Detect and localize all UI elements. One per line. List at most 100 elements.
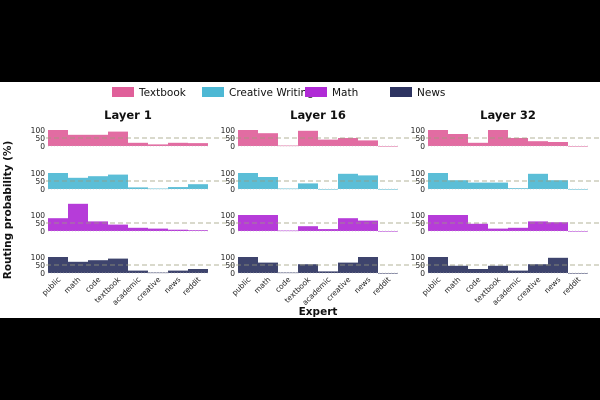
y-tick-label: 50 bbox=[225, 134, 235, 143]
bar bbox=[128, 227, 148, 231]
bar bbox=[108, 131, 128, 146]
bar bbox=[188, 143, 208, 146]
y-axis-label: Routing probability (%) bbox=[2, 141, 14, 280]
bar bbox=[88, 176, 108, 189]
bar bbox=[258, 133, 278, 146]
bar bbox=[258, 177, 278, 189]
bar bbox=[318, 229, 338, 231]
y-tick-label: 0 bbox=[230, 269, 235, 278]
y-tick-label: 50 bbox=[415, 134, 425, 143]
legend-label: Creative Writing bbox=[229, 87, 314, 99]
bar bbox=[528, 221, 548, 231]
bar bbox=[188, 269, 208, 273]
y-tick-label: 100 bbox=[221, 253, 236, 262]
y-tick-label: 0 bbox=[230, 227, 235, 236]
x-tick-label: news bbox=[162, 275, 182, 295]
bar bbox=[448, 265, 468, 273]
bar bbox=[548, 142, 568, 146]
bar bbox=[88, 134, 108, 146]
panel-title: Layer 32 bbox=[480, 108, 536, 122]
y-tick-label: 50 bbox=[225, 261, 235, 270]
y-tick-label: 100 bbox=[221, 126, 236, 135]
bar bbox=[168, 142, 188, 146]
y-tick-label: 50 bbox=[415, 261, 425, 270]
bar bbox=[278, 272, 298, 274]
y-tick-label: 50 bbox=[35, 219, 45, 228]
bar bbox=[468, 142, 488, 146]
bar bbox=[318, 139, 338, 146]
legend-label: News bbox=[417, 87, 445, 99]
y-tick-label: 50 bbox=[35, 261, 45, 270]
y-tick-label: 0 bbox=[40, 142, 45, 151]
bar bbox=[128, 270, 148, 273]
x-tick-label: news bbox=[352, 275, 372, 295]
panel-title: Layer 1 bbox=[104, 108, 152, 122]
bar bbox=[68, 177, 88, 189]
bar bbox=[88, 260, 108, 273]
x-tick-label: math bbox=[442, 275, 462, 295]
bar bbox=[468, 223, 488, 231]
x-tick-label: reddit bbox=[370, 275, 392, 297]
bar bbox=[488, 182, 508, 189]
bar bbox=[148, 144, 168, 146]
bar bbox=[528, 264, 548, 273]
bar bbox=[258, 262, 278, 273]
bar bbox=[358, 140, 378, 146]
y-tick-label: 50 bbox=[225, 177, 235, 186]
legend-swatch bbox=[305, 87, 327, 97]
y-tick-label: 0 bbox=[420, 185, 425, 194]
bar bbox=[128, 187, 148, 189]
bar bbox=[168, 229, 188, 231]
x-tick-label: public bbox=[40, 275, 62, 297]
x-axis-label: Expert bbox=[299, 306, 338, 318]
bar bbox=[448, 180, 468, 189]
y-tick-label: 0 bbox=[420, 227, 425, 236]
bar bbox=[168, 270, 188, 273]
bar bbox=[338, 262, 358, 273]
bar bbox=[568, 189, 588, 190]
bar bbox=[508, 270, 528, 273]
bar bbox=[278, 230, 298, 232]
x-tick-label: public bbox=[230, 275, 252, 297]
legend-swatch bbox=[390, 87, 412, 97]
y-tick-label: 100 bbox=[411, 253, 426, 262]
y-tick-label: 0 bbox=[420, 142, 425, 151]
bar bbox=[148, 272, 168, 274]
y-tick-label: 0 bbox=[230, 142, 235, 151]
chart-figure: Textbook Creative Writing Math News Routing … bbox=[2, 87, 600, 318]
bar bbox=[508, 138, 528, 146]
chart-canvas: Textbook Creative Writing Math News Routing … bbox=[0, 82, 600, 318]
bar bbox=[48, 218, 68, 231]
legend-swatch bbox=[112, 87, 134, 97]
bar bbox=[488, 228, 508, 231]
x-tick-label: math bbox=[252, 275, 272, 295]
legend-label: Math bbox=[332, 87, 358, 99]
y-tick-label: 100 bbox=[31, 126, 46, 135]
bar bbox=[528, 141, 548, 146]
y-tick-label: 100 bbox=[31, 169, 46, 178]
bar bbox=[108, 224, 128, 231]
bar bbox=[128, 142, 148, 146]
y-tick-label: 0 bbox=[40, 227, 45, 236]
bar bbox=[448, 134, 468, 146]
y-tick-label: 0 bbox=[420, 269, 425, 278]
y-tick-label: 0 bbox=[230, 185, 235, 194]
bar bbox=[468, 269, 488, 273]
bar bbox=[508, 227, 528, 231]
bar bbox=[468, 182, 488, 189]
y-tick-label: 100 bbox=[411, 211, 426, 220]
bar bbox=[358, 220, 378, 231]
legend-swatch bbox=[202, 87, 224, 97]
x-tick-label: reddit bbox=[560, 275, 582, 297]
x-tick-label: news bbox=[542, 275, 562, 295]
bar bbox=[278, 188, 298, 190]
bar bbox=[148, 188, 168, 190]
bar bbox=[298, 264, 318, 273]
x-tick-label: reddit bbox=[180, 275, 202, 297]
bar bbox=[188, 184, 208, 189]
bar bbox=[548, 222, 568, 231]
bar bbox=[168, 187, 188, 189]
bar bbox=[358, 175, 378, 189]
panel-title: Layer 16 bbox=[290, 108, 346, 122]
y-tick-label: 100 bbox=[411, 126, 426, 135]
